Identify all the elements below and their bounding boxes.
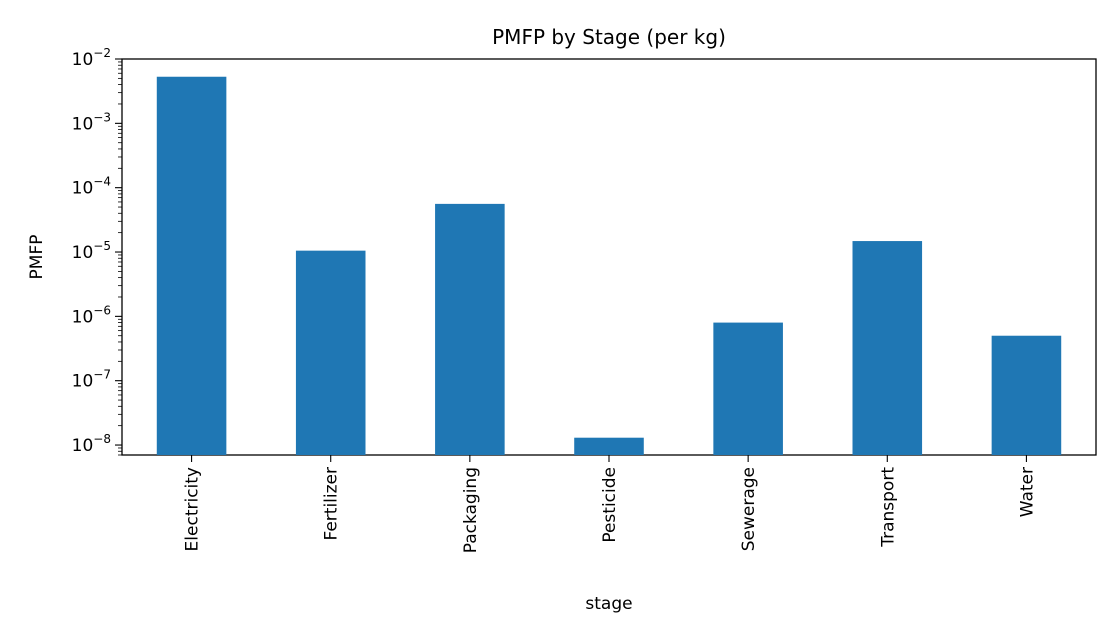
y-axis: 10−8 10−7 10−6 10−5 10−4 10−3 10−2 [72,46,122,456]
y-tick-label: 10−5 [72,239,111,263]
x-tick-label-fertilizer: Fertilizer [322,467,342,541]
x-tick-label-packaging: Packaging [461,467,481,553]
x-tick-label-electricity: Electricity [183,467,203,551]
x-axis: Electricity Fertilizer Packaging Pesticide S… [183,455,1037,553]
bar-pesticide [574,437,644,455]
y-tick-label: 10−8 [72,432,111,456]
bar-packaging [435,203,505,455]
x-tick-label-pesticide: Pesticide [600,467,620,543]
bar-transport [852,241,923,455]
y-tick-label: 10−2 [72,46,111,70]
x-tick-label-transport: Transport [878,467,898,548]
chart-title: PMFP by Stage (per kg) [492,25,726,49]
bar-fertilizer [295,250,366,455]
bars-group [156,76,1062,455]
plot-area [121,58,1097,456]
y-tick-label: 10−3 [72,110,111,134]
y-tick-label: 10−6 [72,303,111,327]
y-tick-label: 10−4 [72,175,111,199]
plot-frame [121,58,1097,456]
x-tick-label-sewerage: Sewerage [739,467,759,551]
y-axis-title: PMFP [27,235,47,280]
bar-electricity [156,76,227,455]
x-axis-title: stage [585,594,632,614]
x-tick-label-water: Water [1017,467,1037,517]
bar-water [991,335,1062,455]
y-tick-label: 10−7 [72,368,111,392]
bar-sewerage [713,322,783,455]
